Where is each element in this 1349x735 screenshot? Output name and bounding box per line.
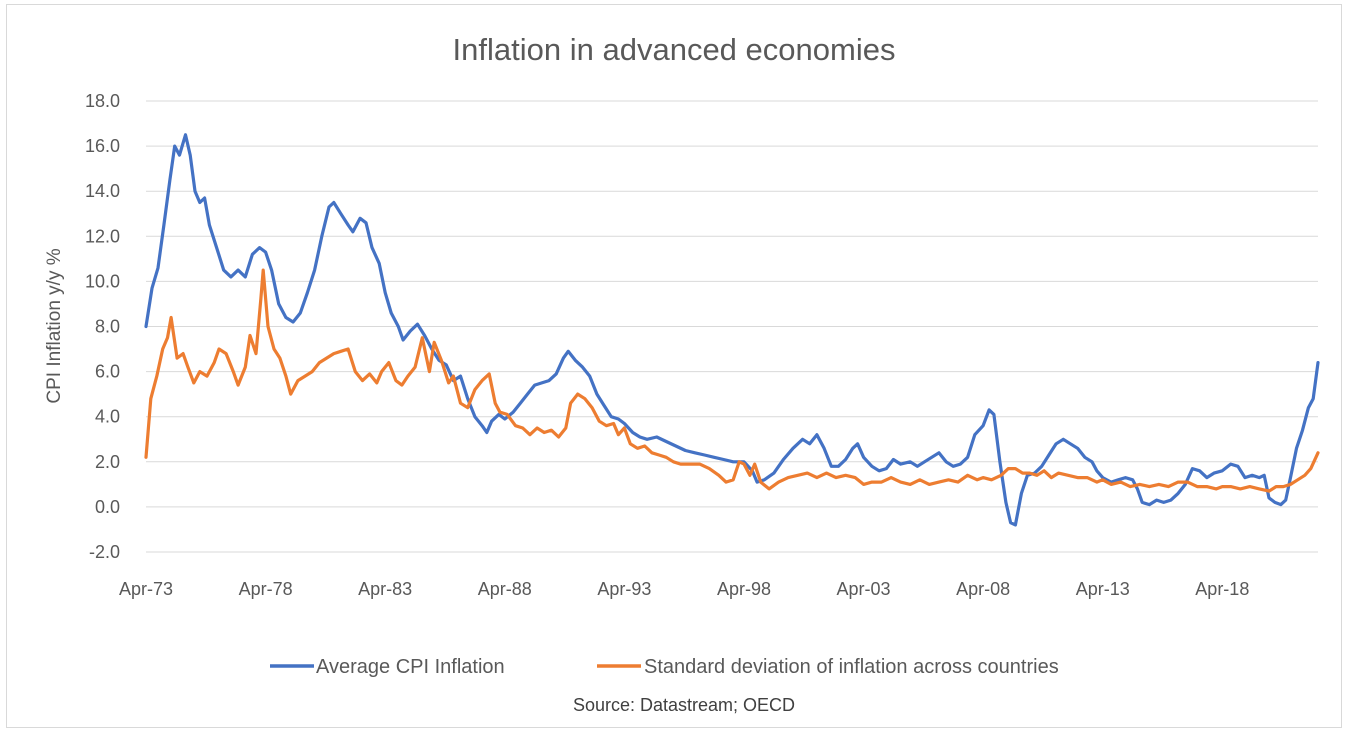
y-tick-label: 18.0 (85, 91, 120, 111)
y-tick-label: 2.0 (95, 452, 120, 472)
legend-label: Average CPI Inflation (316, 656, 505, 678)
x-tick-label: Apr-13 (1076, 579, 1130, 599)
series-line-std-dev (144, 268, 1320, 493)
x-tick-label: Apr-93 (597, 579, 651, 599)
legend-label: Standard deviation of inflation across c… (644, 656, 1059, 678)
y-tick-label: 0.0 (95, 497, 120, 517)
y-tick-label: 10.0 (85, 271, 120, 291)
y-axis-ticks: -2.0 0.0 2.0 4.0 6.0 8.0 10.0 12.0 14.0 16.0 18.0 (85, 91, 120, 562)
y-tick-label: 6.0 (95, 362, 120, 382)
x-tick-label: Apr-88 (478, 579, 532, 599)
x-tick-label: Apr-98 (717, 579, 771, 599)
x-tick-label: Apr-78 (239, 579, 293, 599)
x-axis-ticks: Apr-73 Apr-78 Apr-83 Apr-88 Apr-93 Apr-98 Apr-… (119, 579, 1249, 599)
x-tick-label: Apr-18 (1195, 579, 1249, 599)
series-line-average-cpi (144, 133, 1320, 527)
x-tick-label: Apr-08 (956, 579, 1010, 599)
y-tick-label: -2.0 (89, 542, 120, 562)
x-tick-label: Apr-03 (837, 579, 891, 599)
x-tick-label: Apr-83 (358, 579, 412, 599)
y-tick-label: 12.0 (85, 226, 120, 246)
y-tick-label: 16.0 (85, 136, 120, 156)
y-tick-label: 4.0 (95, 407, 120, 427)
y-tick-label: 14.0 (85, 181, 120, 201)
chart-title: Inflation in advanced economies (453, 32, 896, 67)
chart-area (6, 4, 1342, 728)
y-tick-label: 8.0 (95, 317, 120, 337)
y-axis-title: CPI Inflation y/y % (44, 248, 65, 403)
gridlines (146, 100, 1318, 553)
x-tick-label: Apr-73 (119, 579, 173, 599)
series-lines (144, 133, 1320, 527)
legend: Average CPI Inflation Standard deviation … (270, 656, 1059, 678)
source-note: Source: Datastream; OECD (573, 695, 795, 715)
